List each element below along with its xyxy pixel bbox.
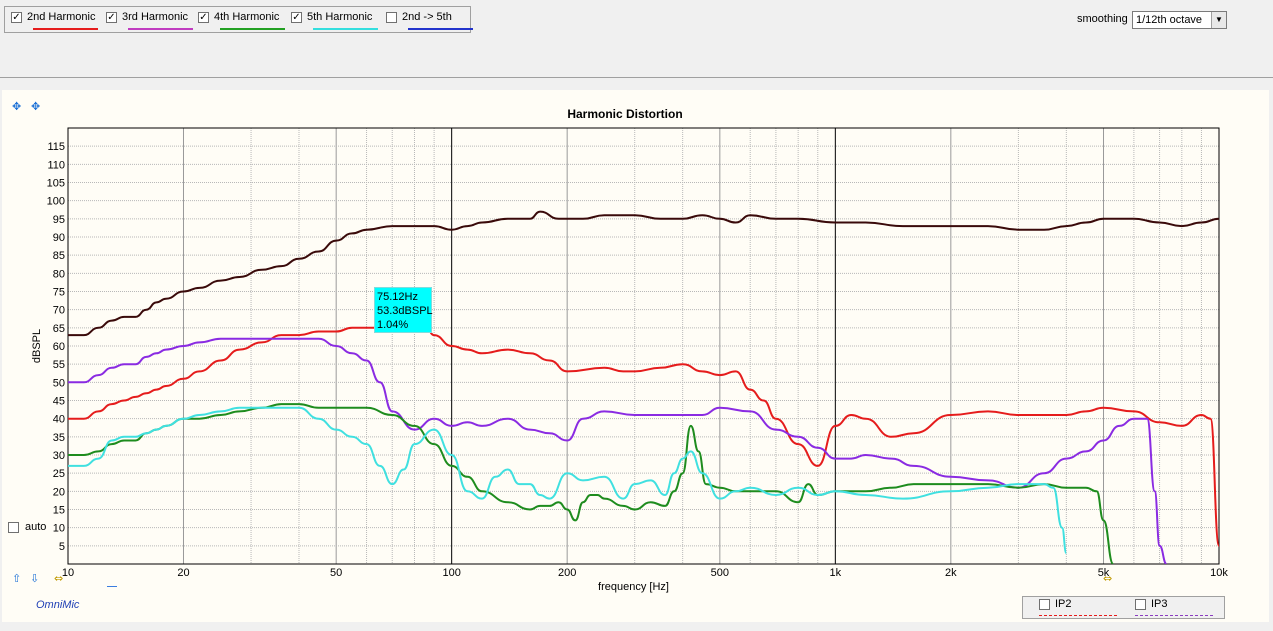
legend-line-swatch bbox=[33, 28, 98, 30]
smoothing-value: 1/12th octave bbox=[1136, 14, 1203, 26]
x-axis-label: frequency [Hz] bbox=[598, 581, 669, 593]
ip-panel: IP2 IP3 bbox=[1022, 596, 1225, 619]
x-tick-label: 5k bbox=[1098, 567, 1110, 579]
y-tick-label: 35 bbox=[53, 432, 65, 444]
legend-checkbox[interactable] bbox=[386, 12, 397, 23]
y-tick-label: 75 bbox=[53, 287, 65, 299]
chart-title: Harmonic Distortion bbox=[567, 107, 683, 121]
y-tick-label: 45 bbox=[53, 396, 65, 408]
y-tick-label: 60 bbox=[53, 341, 65, 353]
up-arrow-icon[interactable]: ⇧ bbox=[12, 572, 22, 585]
auto-label: auto bbox=[25, 521, 47, 533]
left-right-icon[interactable]: ⇔ bbox=[54, 572, 64, 585]
x-tick-label: 20 bbox=[177, 567, 189, 579]
ip3-label: IP3 bbox=[1151, 598, 1168, 610]
x-tick-label: 10 bbox=[62, 567, 74, 579]
series-line-h3 bbox=[68, 337, 1168, 564]
legend-checkbox[interactable]: ✓ bbox=[291, 12, 302, 23]
x-tick-label: 10k bbox=[1210, 567, 1228, 579]
y-tick-label: 55 bbox=[53, 359, 65, 371]
y-tick-label: 50 bbox=[53, 377, 65, 389]
legend-line-swatch bbox=[220, 28, 285, 30]
series-line-h5 bbox=[68, 406, 1068, 555]
top-toolbar: ✓ 2nd Harmonic ✓ 3rd Harmonic ✓ 4th Harmonic ✓… bbox=[0, 0, 1273, 78]
ip3-line-swatch bbox=[1135, 615, 1213, 616]
y-tick-label: 95 bbox=[53, 214, 65, 226]
y-tick-label: 100 bbox=[47, 196, 65, 208]
smoothing-select[interactable]: 1/12th octave ▼ bbox=[1132, 11, 1227, 29]
x-tick-label: 100 bbox=[442, 567, 460, 579]
series-line-h2 bbox=[68, 323, 1219, 547]
x-tick-label: 500 bbox=[711, 567, 729, 579]
y-tick-label: 25 bbox=[53, 468, 65, 480]
legend-checkbox[interactable]: ✓ bbox=[11, 12, 22, 23]
down-arrow-icon[interactable]: ⇩ bbox=[30, 572, 40, 585]
legend-label: 5th Harmonic bbox=[307, 11, 373, 23]
y-tick-label: 40 bbox=[53, 414, 65, 426]
y-tick-label: 70 bbox=[53, 305, 65, 317]
ip2-line-swatch bbox=[1039, 615, 1117, 616]
y-tick-label: 90 bbox=[53, 232, 65, 244]
ip2-label: IP2 bbox=[1055, 598, 1072, 610]
legend-line-swatch bbox=[128, 28, 193, 30]
series-line-h4 bbox=[68, 403, 1115, 564]
readout-level: 53.3dBSPL bbox=[377, 305, 433, 317]
x-scroll-icon[interactable]: ⇔ bbox=[1103, 572, 1113, 585]
y-tick-label: 5 bbox=[59, 541, 65, 553]
legend-label: 3rd Harmonic bbox=[122, 11, 189, 23]
y-tick-label: 30 bbox=[53, 450, 65, 462]
legend-label: 2nd -> 5th bbox=[402, 11, 452, 23]
y-tick-label: 10 bbox=[53, 523, 65, 535]
y-tick-label: 85 bbox=[53, 250, 65, 262]
legend-line-swatch bbox=[408, 28, 473, 30]
y-tick-label: 115 bbox=[47, 141, 65, 153]
legend-label: 4th Harmonic bbox=[214, 11, 280, 23]
legend-checkbox[interactable]: ✓ bbox=[106, 12, 117, 23]
readout-frequency: 75.12Hz bbox=[377, 291, 418, 303]
x-tick-label: 1k bbox=[830, 567, 842, 579]
plot-frame bbox=[67, 127, 1220, 565]
fit-icon[interactable]: ✥ bbox=[31, 100, 41, 113]
legend-checkbox[interactable]: ✓ bbox=[198, 12, 209, 23]
x-tick-label: 2k bbox=[945, 567, 957, 579]
cursor-marker bbox=[107, 586, 117, 587]
smoothing-label: smoothing bbox=[1077, 13, 1128, 25]
chevron-down-icon[interactable]: ▼ bbox=[1211, 12, 1226, 28]
y-tick-label: 110 bbox=[47, 159, 65, 171]
y-tick-label: 105 bbox=[47, 178, 65, 190]
ip2-checkbox-box[interactable] bbox=[1039, 599, 1050, 610]
y-tick-label: 20 bbox=[53, 486, 65, 498]
series-line-fundamental bbox=[68, 210, 1219, 337]
plot-background bbox=[68, 128, 1219, 564]
x-tick-label: 50 bbox=[330, 567, 342, 579]
auto-checkbox-box[interactable] bbox=[8, 522, 19, 533]
brand-label: OmniMic bbox=[36, 599, 80, 611]
legend-panel: ✓ 2nd Harmonic ✓ 3rd Harmonic ✓ 4th Harmonic ✓… bbox=[4, 6, 473, 33]
y-axis-label: dBSPL bbox=[31, 329, 43, 363]
y-tick-label: 65 bbox=[53, 323, 65, 335]
readout-percent: 1.04% bbox=[377, 319, 409, 331]
x-tick-label: 200 bbox=[558, 567, 576, 579]
legend-line-swatch bbox=[313, 28, 378, 30]
expand-icon[interactable]: ✥ bbox=[12, 100, 22, 113]
legend-label: 2nd Harmonic bbox=[27, 11, 96, 23]
ip3-checkbox-box[interactable] bbox=[1135, 599, 1146, 610]
cursor-readout: 75.12Hz 53.3dBSPL 1.04% bbox=[374, 287, 433, 333]
y-tick-label: 15 bbox=[53, 505, 65, 517]
y-tick-label: 80 bbox=[53, 268, 65, 280]
